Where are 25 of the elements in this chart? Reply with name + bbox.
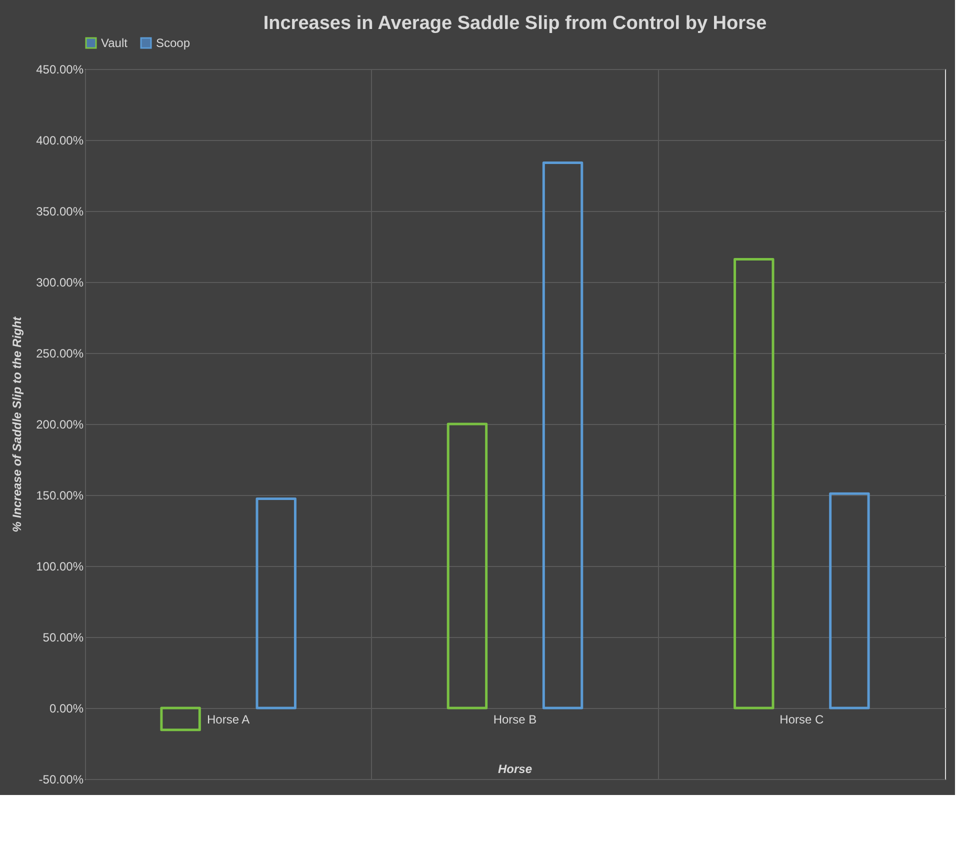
bar <box>829 492 870 710</box>
legend-label: Vault <box>101 36 128 50</box>
y-tick-label: 100.00% <box>36 560 84 574</box>
y-tick-label: 50.00% <box>42 630 84 644</box>
x-tick-label: Horse C <box>780 712 824 726</box>
y-tick-label: 450.00% <box>36 62 84 76</box>
y-tick-label: 0.00% <box>49 702 84 716</box>
y-tick-label: 150.00% <box>36 488 84 502</box>
y-tick-label: 200.00% <box>36 418 84 432</box>
y-tick-label: 400.00% <box>36 134 84 148</box>
bar <box>160 706 201 732</box>
x-axis-title: Horse <box>498 762 532 776</box>
x-tick-label: Horse B <box>493 712 537 726</box>
bar <box>734 258 774 710</box>
y-tick-label: 300.00% <box>36 276 84 290</box>
y-tick-label: -50.00% <box>38 772 84 786</box>
bar <box>256 497 296 710</box>
legend-label: Scoop <box>156 36 190 50</box>
x-tick-label: Horse A <box>206 712 250 726</box>
y-tick-label: 250.00% <box>36 346 84 360</box>
y-tick-label: 350.00% <box>36 204 84 218</box>
bar <box>542 161 584 710</box>
bar <box>446 422 488 710</box>
y-axis-title: % Increase of Saddle Slip to the Right <box>10 316 24 532</box>
chart-title: Increases in Average Saddle Slip from Control by Horse <box>263 13 767 34</box>
